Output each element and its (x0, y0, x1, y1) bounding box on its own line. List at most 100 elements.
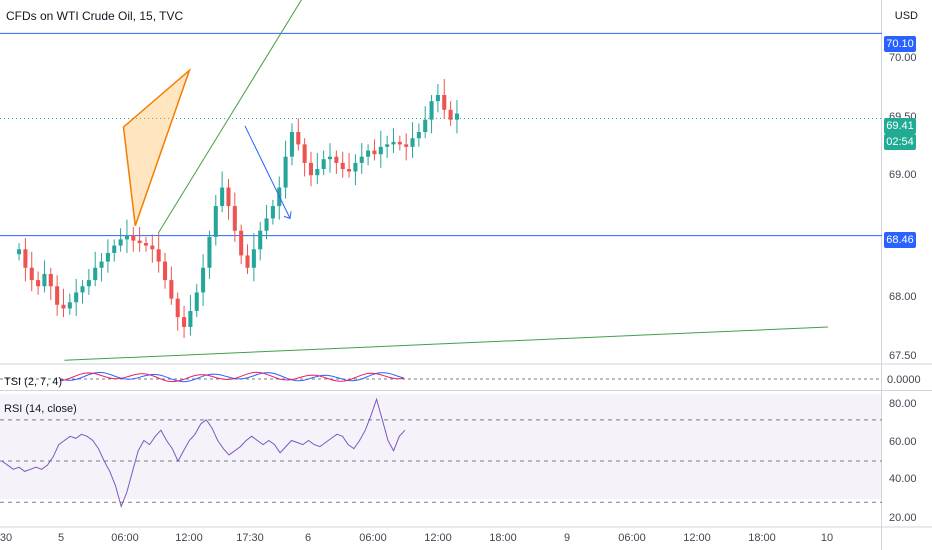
candle-body (270, 206, 275, 219)
candle-body (258, 230, 263, 250)
candle-body (302, 144, 307, 163)
candle-body (23, 249, 28, 268)
candle-body (150, 245, 155, 250)
candle-body (327, 156, 333, 160)
currency-label[interactable]: USD (894, 10, 918, 22)
tsi-indicator-label[interactable]: TSI (2, 7, 4) (4, 376, 63, 388)
candle-body (251, 249, 256, 268)
tsi-axis-tick: 0.0000 (887, 374, 921, 386)
time-axis-tick: 6 (305, 532, 311, 544)
time-axis-tick: 12:00 (175, 532, 203, 544)
candle-body (385, 144, 390, 147)
candle-body (359, 156, 364, 163)
time-axis-tick: 06:00 (111, 532, 139, 544)
symbol-title[interactable]: CFDs on WTI Crude Oil, 15, TVC (6, 9, 184, 23)
price-label-68-46: 68.46 (884, 232, 916, 248)
candle-body (308, 162, 314, 176)
candle-body (435, 95, 440, 102)
candle-body (80, 286, 85, 293)
time-axis-tick: 17:30 (236, 532, 264, 544)
candle-body (188, 310, 193, 327)
candle-body (264, 218, 269, 231)
candle-body (321, 159, 326, 170)
candle-body (226, 187, 231, 207)
projection-arrowhead (283, 211, 292, 220)
time-axis-tick: 9 (564, 532, 570, 544)
candle-body (448, 109, 453, 120)
rsi-line (1, 397, 406, 508)
time-axis-tick: 06:00 (618, 532, 646, 544)
candle-body (378, 146, 383, 155)
candle-body (366, 150, 371, 157)
candle-body (48, 273, 53, 287)
candle-body (404, 144, 409, 147)
rsi-axis-tick: 60.00 (889, 436, 917, 448)
price-axis-tick: 69.00 (889, 169, 917, 181)
time-axis-tick: 18:00 (748, 532, 776, 544)
tsi-signal-line (59, 371, 405, 383)
projection-arrow (244, 125, 291, 219)
candle-body (201, 267, 206, 293)
candle-body (42, 273, 47, 287)
candle-body (429, 101, 434, 120)
candle-body (118, 239, 123, 246)
candle-body (340, 162, 345, 170)
rsi-axis-tick: 80.00 (889, 398, 917, 410)
candle-body (86, 280, 91, 287)
candle-body (315, 169, 320, 176)
candle-body (17, 249, 22, 255)
candle-body (213, 206, 218, 237)
time-axis-tick: 5 (58, 532, 64, 544)
rsi-indicator-label[interactable]: RSI (14, close) (4, 403, 77, 415)
rsi-axis-tick: 20.00 (889, 512, 917, 524)
candle-body (99, 261, 104, 268)
last-price-label: 69.41 (884, 118, 916, 134)
candle-body (74, 292, 79, 303)
candle-body (182, 317, 187, 327)
candle-body (61, 304, 66, 309)
candle-body (162, 261, 168, 281)
candle-body (347, 169, 352, 172)
price-axis-tick: 68.00 (889, 291, 917, 303)
time-axis-tick: 12:00 (683, 532, 711, 544)
candle-body (296, 132, 301, 145)
time-axis-tick: 18:00 (489, 532, 517, 544)
candle-body (442, 95, 447, 110)
candle-body (169, 280, 174, 299)
candle-body (454, 113, 459, 120)
time-axis-tick: 06:00 (359, 532, 387, 544)
candle-body (353, 162, 358, 172)
candle-body (156, 249, 161, 262)
candle-body (105, 252, 110, 262)
candle-body (124, 235, 129, 240)
candle-body (397, 141, 402, 145)
trend-line (157, 0, 302, 234)
candle-body (55, 286, 60, 305)
candle-body (112, 245, 117, 253)
candle-body (391, 141, 396, 145)
bar-countdown: 02:54 (884, 134, 916, 150)
candle-body (143, 243, 149, 246)
trend-line (64, 326, 829, 361)
candle-body (220, 187, 225, 207)
candle-body (93, 267, 98, 281)
candle-body (289, 132, 294, 157)
candle-body (175, 298, 180, 318)
candle-body (372, 150, 377, 155)
rising-wedge-pattern (122, 67, 192, 227)
candle-body (334, 156, 339, 163)
candle-body (137, 240, 142, 244)
price-axis-tick: 67.50 (889, 350, 917, 362)
candle-body (245, 255, 250, 268)
rsi-axis-tick: 40.00 (889, 473, 917, 485)
candle-body (67, 302, 72, 309)
candle-body (131, 235, 136, 241)
candle-body (416, 132, 421, 139)
candle-body (283, 156, 288, 188)
candle-body (36, 280, 41, 287)
time-axis-tick: 10 (821, 532, 833, 544)
candle-body (410, 138, 415, 147)
candle-body (194, 292, 199, 311)
